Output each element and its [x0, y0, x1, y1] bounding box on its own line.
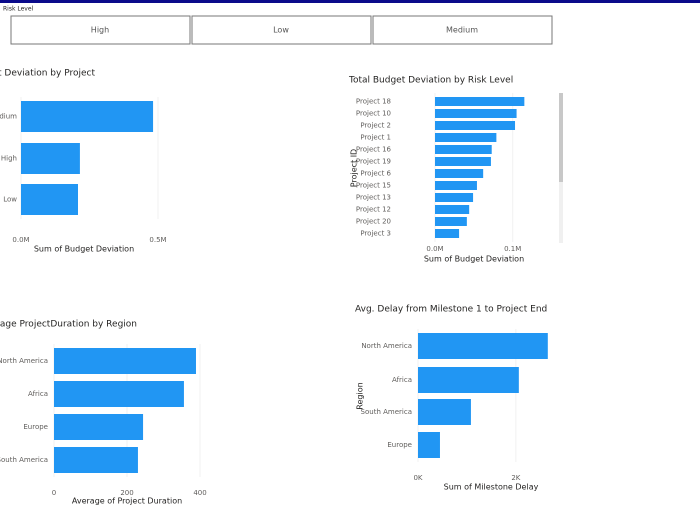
- slicer-button[interactable]: High: [10, 15, 191, 45]
- bar: [435, 97, 525, 106]
- y-tick-label: Project 12: [356, 206, 391, 214]
- chart-title: Total Budget Deviation by Risk Level: [348, 76, 513, 86]
- x-axis-label: Sum of Budget Deviation: [424, 255, 524, 264]
- bar: [435, 193, 474, 202]
- bar: [435, 205, 470, 214]
- top-bar: [0, 0, 700, 3]
- y-tick-label: Project 10: [356, 110, 391, 118]
- bar: [435, 181, 477, 190]
- bar: [435, 145, 492, 154]
- y-tick-label: South America: [0, 456, 48, 464]
- y-tick-label: North America: [361, 342, 412, 350]
- bar: [435, 217, 467, 226]
- bar: [418, 432, 440, 458]
- y-tick-label: Project 16: [356, 146, 392, 154]
- chart-title: Average ProjectDuration by Region: [0, 320, 137, 330]
- y-tick-label: North America: [0, 357, 48, 365]
- bar: [418, 367, 519, 393]
- slicer-button[interactable]: Low: [191, 15, 372, 45]
- y-tick-label: Project 6: [360, 170, 391, 178]
- x-tick-label: 0.0M: [426, 245, 443, 253]
- y-tick-label: South America: [361, 408, 412, 416]
- bar: [435, 229, 460, 238]
- y-tick-label: Project 20: [356, 218, 391, 226]
- slicer-option[interactable]: Low: [273, 26, 289, 35]
- y-tick-label: Project 19: [356, 158, 391, 166]
- y-tick-label: Project 13: [356, 194, 391, 202]
- y-axis-label: Project ID: [350, 149, 359, 187]
- y-tick-label: Project 15: [356, 182, 391, 190]
- y-tick-label: Project 1: [360, 134, 391, 142]
- x-tick-label: 2K: [511, 474, 520, 482]
- x-axis-label: Average of Project Duration: [72, 497, 182, 506]
- y-tick-label: Africa: [28, 390, 48, 398]
- bar: [54, 447, 138, 473]
- y-tick-label: Medium: [0, 113, 17, 121]
- bar: [418, 333, 548, 359]
- x-tick-label: 0K: [413, 474, 422, 482]
- slicer-option[interactable]: High: [91, 26, 109, 35]
- y-tick-label: Low: [3, 196, 17, 204]
- x-axis-label: Sum of Budget Deviation: [34, 245, 134, 254]
- y-tick-label: Europe: [387, 441, 412, 449]
- chart-title: Avg. Delay from Milestone 1 to Project E…: [355, 305, 547, 315]
- bar: [418, 399, 471, 425]
- bar: [54, 414, 144, 440]
- x-axis-label: Sum of Milestone Delay: [444, 483, 539, 492]
- slicer-label: Risk Level: [3, 6, 34, 13]
- slicer-option[interactable]: Medium: [446, 26, 478, 35]
- bar: [54, 381, 184, 407]
- bar: [21, 143, 80, 174]
- bar: [54, 348, 196, 374]
- bar: [21, 184, 78, 215]
- x-tick-label: 400: [193, 489, 206, 497]
- slicer-button[interactable]: Medium: [372, 15, 553, 45]
- x-tick-label: 0.1M: [504, 245, 521, 253]
- bar: [435, 169, 484, 178]
- x-tick-label: 200: [120, 489, 133, 497]
- y-tick-label: Project 3: [360, 230, 391, 238]
- y-axis-label: Region: [356, 382, 365, 409]
- bar: [435, 133, 497, 142]
- y-tick-label: Project 2: [360, 122, 391, 130]
- bar: [21, 101, 154, 132]
- bar: [435, 109, 517, 118]
- x-tick-label: 0: [52, 489, 56, 497]
- y-tick-label: Africa: [392, 376, 412, 384]
- x-tick-label: 0.5M: [149, 236, 166, 244]
- chart-title: Total Budget Deviation by Project: [0, 69, 95, 79]
- y-tick-label: Europe: [23, 423, 48, 431]
- bar: [435, 121, 516, 130]
- bar: [435, 157, 491, 166]
- scrollbar-thumb[interactable]: [559, 93, 563, 182]
- x-tick-label: 0.0M: [12, 236, 29, 244]
- y-tick-label: High: [1, 155, 17, 163]
- y-tick-label: Project 18: [356, 98, 391, 106]
